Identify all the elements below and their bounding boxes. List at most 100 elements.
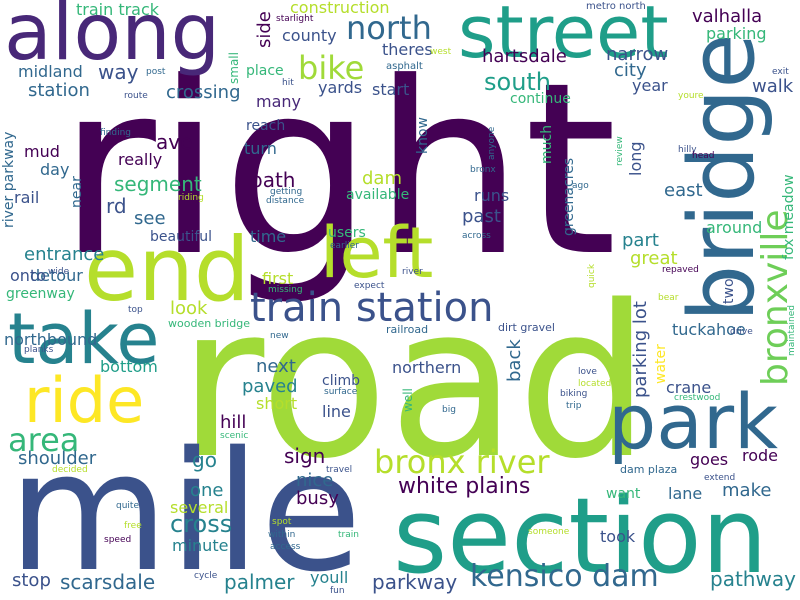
word-north: north <box>346 9 432 47</box>
word-hit: hit <box>282 78 294 88</box>
word-area: area <box>8 421 80 459</box>
word-nice: nice <box>296 470 334 491</box>
word-earlier: earlier <box>330 241 359 251</box>
word-surface: surface <box>324 387 358 397</box>
word-northern: northern <box>392 358 462 377</box>
word-south: south <box>484 68 552 96</box>
word-turn: turn <box>244 139 277 158</box>
word-shoulder: shoulder <box>18 448 97 469</box>
word-entrance: entrance <box>24 244 105 265</box>
word-year: year <box>632 76 668 95</box>
word-crestwood: crestwood <box>674 393 721 403</box>
word-decided: decided <box>52 465 88 475</box>
word-bronx-river: bronx river <box>374 443 550 481</box>
word-planks: planks <box>24 345 54 355</box>
word-street: street <box>458 0 669 74</box>
word-small: small <box>227 52 241 84</box>
word-great: great <box>630 248 678 269</box>
word-tuckahoe: tuckahoe <box>672 320 746 339</box>
word-dirt-gravel: dirt gravel <box>498 321 555 334</box>
word-make: make <box>722 480 772 501</box>
word-left: left <box>320 212 434 294</box>
word-county: county <box>282 26 337 45</box>
word-day: day <box>40 160 70 179</box>
word-ave: ave <box>156 130 193 154</box>
word-access: access <box>270 542 301 552</box>
word-head: head <box>692 151 715 161</box>
word-speed: speed <box>104 535 132 545</box>
word-short: short <box>256 394 298 413</box>
word-road: road <box>178 260 651 505</box>
word-kensico-dam: kensico dam <box>470 559 659 594</box>
word-crossing: crossing <box>166 82 241 103</box>
word-bear: bear <box>658 293 679 303</box>
word-review: review <box>615 136 625 166</box>
word-place: place <box>246 63 284 79</box>
word-look: look <box>170 298 208 319</box>
word-first: first <box>262 269 294 288</box>
word-narrow: narrow <box>606 44 669 65</box>
word-fun: fun <box>330 586 345 596</box>
word-back: back <box>504 339 525 382</box>
word-midland: midland <box>18 62 83 81</box>
word-hilly: hilly <box>678 145 697 155</box>
word-quick: quick <box>587 263 597 288</box>
word-river-parkway: river parkway <box>1 131 17 228</box>
word-wooden-bridge: wooden bridge <box>168 317 250 330</box>
word-riding: riding <box>178 193 204 203</box>
word-walk: walk <box>752 76 794 97</box>
word-reach: reach <box>246 118 286 134</box>
word-onto: onto <box>10 266 46 285</box>
word-across: across <box>462 231 491 241</box>
word-travel: travel <box>326 465 353 475</box>
word-located: located <box>578 379 612 389</box>
word-railroad: railroad <box>386 323 429 336</box>
word-rail: rail <box>14 188 40 207</box>
word-took: took <box>600 527 636 546</box>
word-bike: bike <box>298 49 365 87</box>
word-within: within <box>268 530 296 540</box>
word-missing: missing <box>268 285 303 295</box>
word-rd: rd <box>106 194 127 218</box>
word-near: near <box>69 176 85 208</box>
word-runs: runs <box>474 186 510 205</box>
word-continue: continue <box>510 91 571 107</box>
word-way: way <box>98 60 139 84</box>
word-fox-meadow: fox meadow <box>781 174 797 260</box>
word-someone: someone <box>528 527 570 537</box>
word-palmer: palmer <box>224 570 295 594</box>
word-hartsdale: hartsdale <box>482 46 567 67</box>
word-stop: stop <box>12 570 51 591</box>
word-exit: exit <box>772 67 789 77</box>
word-detour: detour <box>30 266 83 285</box>
word-cycle: cycle <box>194 571 218 581</box>
word-long: long <box>626 141 645 176</box>
word-asphalt: asphalt <box>386 61 423 72</box>
word-scenic: scenic <box>220 431 249 441</box>
word-go: go <box>192 448 217 472</box>
word-maintained: maintained <box>787 305 797 356</box>
word-greenacres: greenacres <box>561 157 577 236</box>
word-beautiful: beautiful <box>150 229 213 245</box>
word-east: east <box>664 180 703 201</box>
word-scarsdale: scarsdale <box>60 570 156 594</box>
word-youll: youll <box>310 568 349 587</box>
word-ride: ride <box>24 364 145 437</box>
word-park: park <box>608 377 779 466</box>
word-right: right <box>58 32 618 309</box>
word-wide: wide <box>48 267 70 277</box>
word-really: really <box>118 150 163 169</box>
word-station: station <box>28 80 90 101</box>
word-repaved: repaved <box>662 265 699 275</box>
word-mile: mile <box>8 416 362 600</box>
word-path: path <box>250 168 296 192</box>
word-start: start <box>372 80 410 99</box>
word-minute: minute <box>172 536 229 555</box>
word-post: post <box>146 67 166 77</box>
word-crane: crane <box>666 378 712 397</box>
word-extend: extend <box>704 473 736 483</box>
word-hill: hill <box>220 412 247 433</box>
word-line: line <box>322 402 351 421</box>
word-well: well <box>401 388 415 412</box>
word-distance: distance <box>266 196 305 206</box>
